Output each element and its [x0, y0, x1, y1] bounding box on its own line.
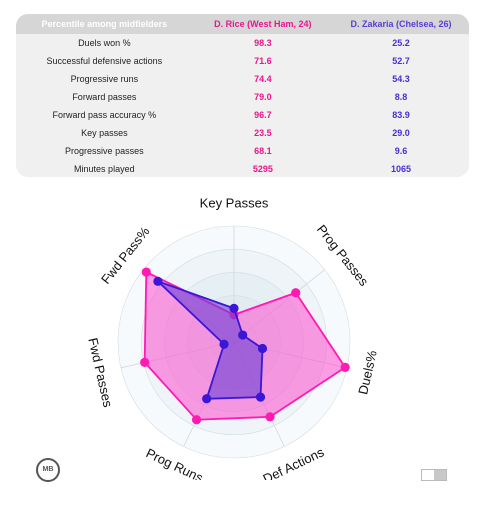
radar-point — [340, 362, 350, 372]
table-row: Forward pass accuracy % 96.7 83.9 — [16, 106, 469, 124]
table-row: Forward passes 79.0 8.8 — [16, 88, 469, 106]
table-row: Progressive passes 68.1 9.6 — [16, 142, 469, 160]
cell-rice: 5295 — [252, 164, 273, 174]
radar-point — [229, 303, 239, 313]
radar-point — [238, 330, 248, 340]
cell-rice: 79.0 — [254, 92, 272, 102]
radar-point — [140, 357, 150, 367]
radar-point — [255, 392, 266, 402]
cell-rice: 98.3 — [254, 38, 272, 48]
toggle-knob — [434, 470, 446, 480]
stats-table-card: Percentile among midfielders D. Rice (We… — [16, 14, 469, 177]
cell-zakaria: 29.0 — [392, 128, 410, 138]
table-row: Key passes 23.5 29.0 — [16, 124, 469, 142]
radar-point — [291, 288, 301, 298]
header-metric: Percentile among midfielders — [16, 14, 193, 34]
cell-zakaria: 54.3 — [392, 74, 410, 84]
cell-rice: 71.6 — [254, 56, 272, 66]
cell-zakaria: 25.2 — [392, 38, 410, 48]
table-row: Progressive runs 74.4 54.3 — [16, 70, 469, 88]
radar-axis-label: Fwd Passes — [85, 336, 115, 409]
cell-rice: 74.4 — [254, 74, 272, 84]
radar-axis-label: Duels% — [355, 349, 380, 396]
cell-zakaria: 83.9 — [392, 110, 410, 120]
radar-point — [191, 415, 202, 425]
table-row: Successful defensive actions 71.6 52.7 — [16, 52, 469, 70]
radar-point — [257, 343, 268, 354]
radar-axis-label: Key Passes — [200, 195, 269, 210]
cell-rice: 23.5 — [254, 128, 272, 138]
table-header-row: Percentile among midfielders D. Rice (We… — [16, 14, 469, 34]
cell-zakaria: 8.8 — [394, 92, 408, 102]
radar-point — [141, 267, 151, 277]
cell-metric: Successful defensive actions — [46, 56, 163, 66]
cell-rice: 68.1 — [254, 146, 272, 156]
cell-metric: Forward pass accuracy % — [52, 110, 157, 120]
cell-zakaria: 9.6 — [394, 146, 408, 156]
radar-point — [153, 276, 163, 286]
logo-badge: MB — [36, 458, 60, 482]
cell-zakaria: 1065 — [391, 164, 412, 174]
cell-metric: Duels won % — [78, 38, 131, 48]
table-row: Minutes played 5295 1065 — [16, 160, 469, 177]
cell-metric: Progressive runs — [70, 74, 139, 84]
cell-zakaria: 52.7 — [392, 56, 410, 66]
cell-metric: Minutes played — [74, 164, 135, 174]
table-row: Duels won % 98.3 25.2 — [16, 34, 469, 52]
cell-metric: Progressive passes — [65, 146, 144, 156]
cell-metric: Key passes — [81, 128, 128, 138]
header-rice: D. Rice (West Ham, 24) — [192, 14, 334, 34]
stats-table: Percentile among midfielders D. Rice (We… — [16, 14, 469, 177]
header-zakaria: D. Zakaria (Chelsea, 26) — [333, 14, 469, 34]
radar-point — [265, 412, 275, 422]
radar-point — [202, 394, 212, 404]
toggle-switch[interactable] — [421, 469, 447, 481]
cell-rice: 96.7 — [254, 110, 272, 120]
cell-metric: Forward passes — [72, 92, 137, 102]
radar-point — [219, 339, 229, 349]
